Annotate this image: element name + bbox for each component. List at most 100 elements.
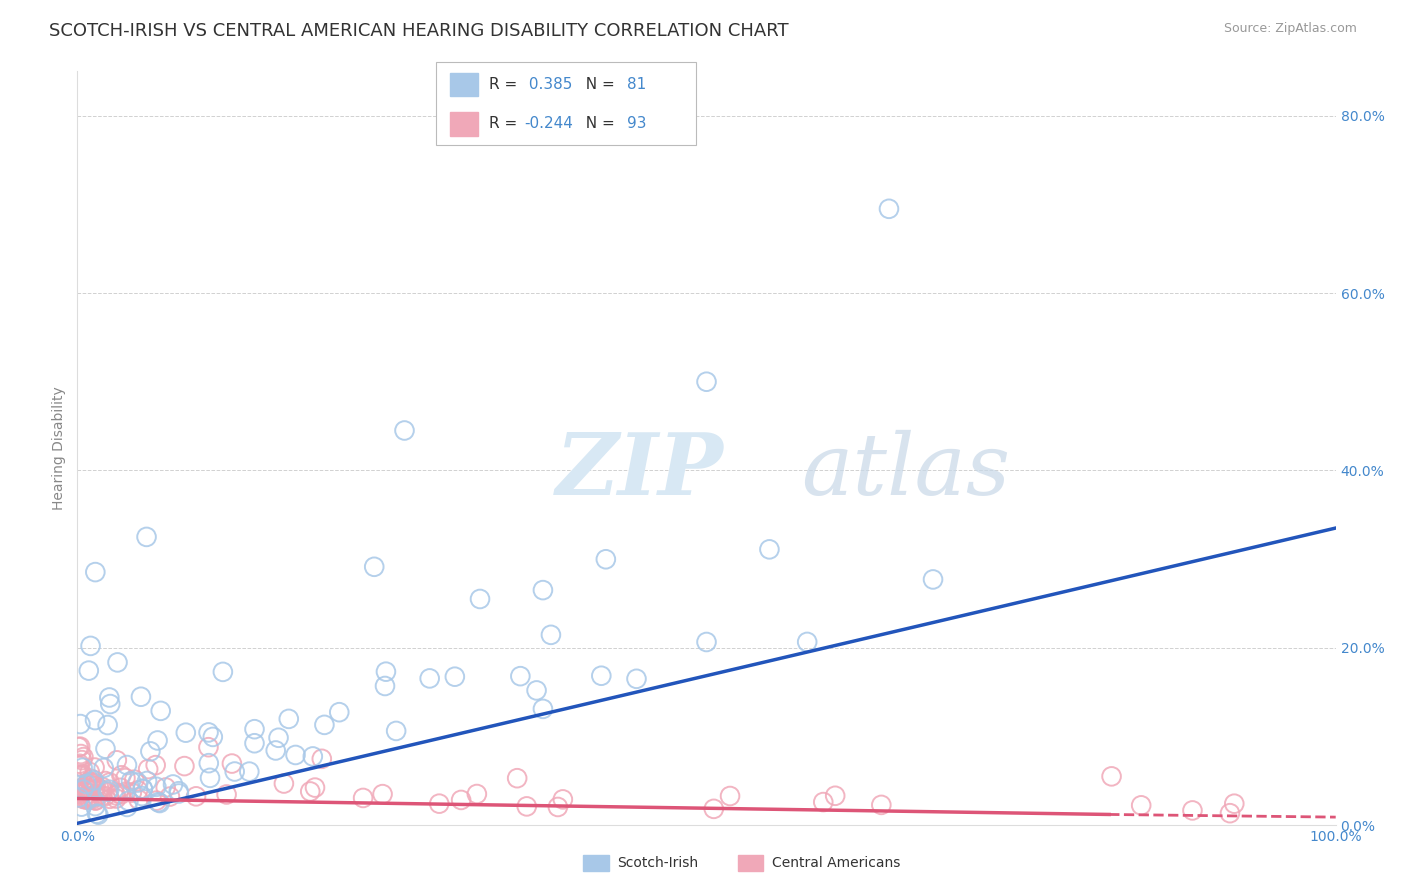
Point xyxy=(277,712,299,726)
Point xyxy=(80,789,103,804)
Point xyxy=(69,739,91,754)
Point xyxy=(304,780,326,795)
Text: 93: 93 xyxy=(627,117,647,131)
Point xyxy=(67,785,90,799)
Point xyxy=(374,665,396,679)
Point xyxy=(264,743,287,757)
Point xyxy=(114,771,136,785)
Point xyxy=(136,774,159,789)
Point xyxy=(506,771,529,785)
Point xyxy=(311,752,333,766)
Point xyxy=(468,592,491,607)
Point xyxy=(76,789,98,803)
Point xyxy=(824,789,846,803)
Point xyxy=(385,723,408,738)
Point xyxy=(394,424,416,438)
Text: ZIP: ZIP xyxy=(555,429,723,513)
Point xyxy=(314,718,336,732)
Point xyxy=(922,573,945,587)
Point xyxy=(267,731,290,745)
Point xyxy=(105,791,128,805)
Point xyxy=(352,791,374,805)
Text: R =: R = xyxy=(489,78,523,92)
Point xyxy=(84,799,107,814)
Point xyxy=(76,779,98,793)
Point xyxy=(83,773,105,788)
Point xyxy=(626,672,648,686)
Point xyxy=(132,782,155,797)
Point xyxy=(70,767,93,781)
Point xyxy=(120,774,142,789)
Text: 81: 81 xyxy=(627,78,647,92)
Point xyxy=(363,559,385,574)
Point xyxy=(69,717,91,731)
Point xyxy=(70,753,93,767)
Text: N =: N = xyxy=(576,78,620,92)
Point xyxy=(162,777,184,791)
Point xyxy=(509,669,531,683)
Point xyxy=(813,795,835,809)
Text: atlas: atlas xyxy=(801,430,1010,512)
Point xyxy=(870,797,893,812)
Point xyxy=(427,797,450,811)
Point xyxy=(197,725,219,739)
Point xyxy=(76,780,98,795)
Point xyxy=(145,780,167,794)
Point xyxy=(77,781,100,796)
Point xyxy=(877,202,900,216)
Text: Scotch-Irish: Scotch-Irish xyxy=(617,855,699,870)
Point xyxy=(299,784,322,798)
Point xyxy=(540,628,562,642)
Point xyxy=(148,795,170,809)
Point xyxy=(94,774,117,789)
Point xyxy=(149,796,172,810)
Point xyxy=(167,784,190,798)
Point xyxy=(149,704,172,718)
Point xyxy=(76,792,98,806)
Point xyxy=(70,769,93,783)
Point xyxy=(159,789,181,804)
Point xyxy=(221,756,243,771)
Point xyxy=(146,733,169,747)
Point xyxy=(83,776,105,790)
Point xyxy=(127,783,149,797)
Point xyxy=(184,789,207,804)
Point xyxy=(72,780,94,795)
Y-axis label: Hearing Disability: Hearing Disability xyxy=(52,386,66,510)
Point xyxy=(77,792,100,806)
Point xyxy=(696,635,718,649)
Point xyxy=(224,764,246,779)
Point xyxy=(547,800,569,814)
Point xyxy=(98,782,121,797)
Point xyxy=(75,792,97,806)
Point xyxy=(167,787,190,801)
Point xyxy=(465,787,488,801)
Point xyxy=(67,785,90,799)
Point xyxy=(70,747,93,761)
Point xyxy=(703,802,725,816)
Point xyxy=(127,775,149,789)
Point xyxy=(115,758,138,772)
Point xyxy=(117,794,139,808)
Point xyxy=(98,775,121,789)
Point xyxy=(84,783,107,797)
Point xyxy=(328,705,350,719)
Text: Central Americans: Central Americans xyxy=(772,855,900,870)
Text: Source: ZipAtlas.com: Source: ZipAtlas.com xyxy=(1223,22,1357,36)
Point xyxy=(516,799,538,814)
Point xyxy=(80,772,103,786)
Point xyxy=(86,806,108,821)
Point xyxy=(83,760,105,774)
Point xyxy=(243,736,266,750)
Point xyxy=(72,761,94,775)
Point xyxy=(124,772,146,787)
Point xyxy=(72,767,94,781)
Point xyxy=(135,530,157,544)
Point xyxy=(98,697,121,711)
Point xyxy=(67,756,90,771)
Point xyxy=(107,787,129,801)
Point xyxy=(173,759,195,773)
Point xyxy=(110,768,132,782)
Point xyxy=(1181,804,1204,818)
Point xyxy=(129,690,152,704)
